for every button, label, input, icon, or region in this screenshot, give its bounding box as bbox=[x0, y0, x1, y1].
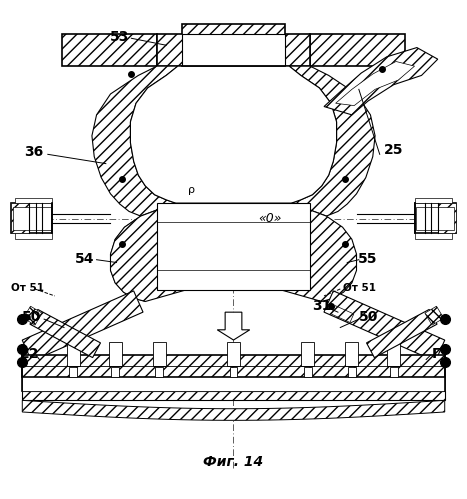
Polygon shape bbox=[217, 312, 250, 340]
Polygon shape bbox=[324, 47, 438, 115]
Text: 50: 50 bbox=[359, 310, 378, 324]
Bar bbox=[111, 367, 119, 377]
Text: Г: Г bbox=[432, 347, 441, 361]
Polygon shape bbox=[22, 391, 445, 400]
Polygon shape bbox=[336, 61, 415, 106]
Bar bbox=[67, 342, 80, 366]
Bar bbox=[230, 367, 237, 377]
Polygon shape bbox=[30, 309, 100, 358]
Polygon shape bbox=[11, 203, 29, 233]
Bar bbox=[156, 367, 163, 377]
Polygon shape bbox=[324, 291, 445, 361]
Bar bbox=[227, 342, 240, 366]
Bar bbox=[13, 207, 50, 230]
Bar bbox=[157, 203, 310, 290]
Polygon shape bbox=[310, 33, 405, 66]
Bar bbox=[387, 342, 400, 366]
Polygon shape bbox=[62, 33, 157, 66]
Text: 55: 55 bbox=[358, 252, 378, 266]
Text: 50: 50 bbox=[22, 310, 41, 324]
Text: «0»: «0» bbox=[258, 212, 282, 225]
Polygon shape bbox=[111, 203, 190, 301]
Bar bbox=[11, 203, 52, 233]
Text: От 51: От 51 bbox=[11, 282, 44, 292]
Text: 36: 36 bbox=[24, 145, 43, 159]
Text: 31: 31 bbox=[312, 299, 332, 313]
Bar bbox=[417, 207, 454, 230]
Polygon shape bbox=[425, 306, 444, 325]
Bar bbox=[153, 342, 166, 366]
Polygon shape bbox=[157, 24, 310, 66]
Bar bbox=[109, 342, 121, 366]
Bar bbox=[348, 367, 356, 377]
Bar bbox=[183, 33, 284, 66]
Bar bbox=[415, 233, 452, 239]
Text: 25: 25 bbox=[384, 143, 403, 157]
Text: 53: 53 bbox=[110, 30, 129, 44]
Bar bbox=[415, 203, 456, 233]
Bar bbox=[15, 233, 52, 239]
Polygon shape bbox=[111, 195, 176, 301]
Bar bbox=[22, 377, 445, 391]
Text: Фиг. 14: Фиг. 14 bbox=[204, 455, 263, 469]
Polygon shape bbox=[277, 203, 356, 301]
Bar bbox=[346, 342, 358, 366]
Polygon shape bbox=[23, 306, 42, 325]
Polygon shape bbox=[289, 66, 375, 216]
Polygon shape bbox=[22, 355, 445, 377]
Polygon shape bbox=[438, 203, 456, 233]
Polygon shape bbox=[130, 66, 337, 203]
Bar bbox=[301, 342, 314, 366]
Bar bbox=[304, 367, 311, 377]
Bar bbox=[15, 198, 52, 203]
Bar bbox=[70, 367, 77, 377]
Text: 22: 22 bbox=[20, 347, 39, 361]
Polygon shape bbox=[332, 305, 354, 322]
Polygon shape bbox=[92, 66, 178, 216]
Text: От 51: От 51 bbox=[343, 282, 375, 292]
Polygon shape bbox=[22, 291, 143, 361]
Polygon shape bbox=[367, 309, 437, 358]
Text: ρ: ρ bbox=[188, 185, 195, 195]
Bar bbox=[390, 367, 397, 377]
Text: 54: 54 bbox=[75, 252, 95, 266]
Polygon shape bbox=[22, 400, 445, 420]
Bar bbox=[415, 198, 452, 203]
